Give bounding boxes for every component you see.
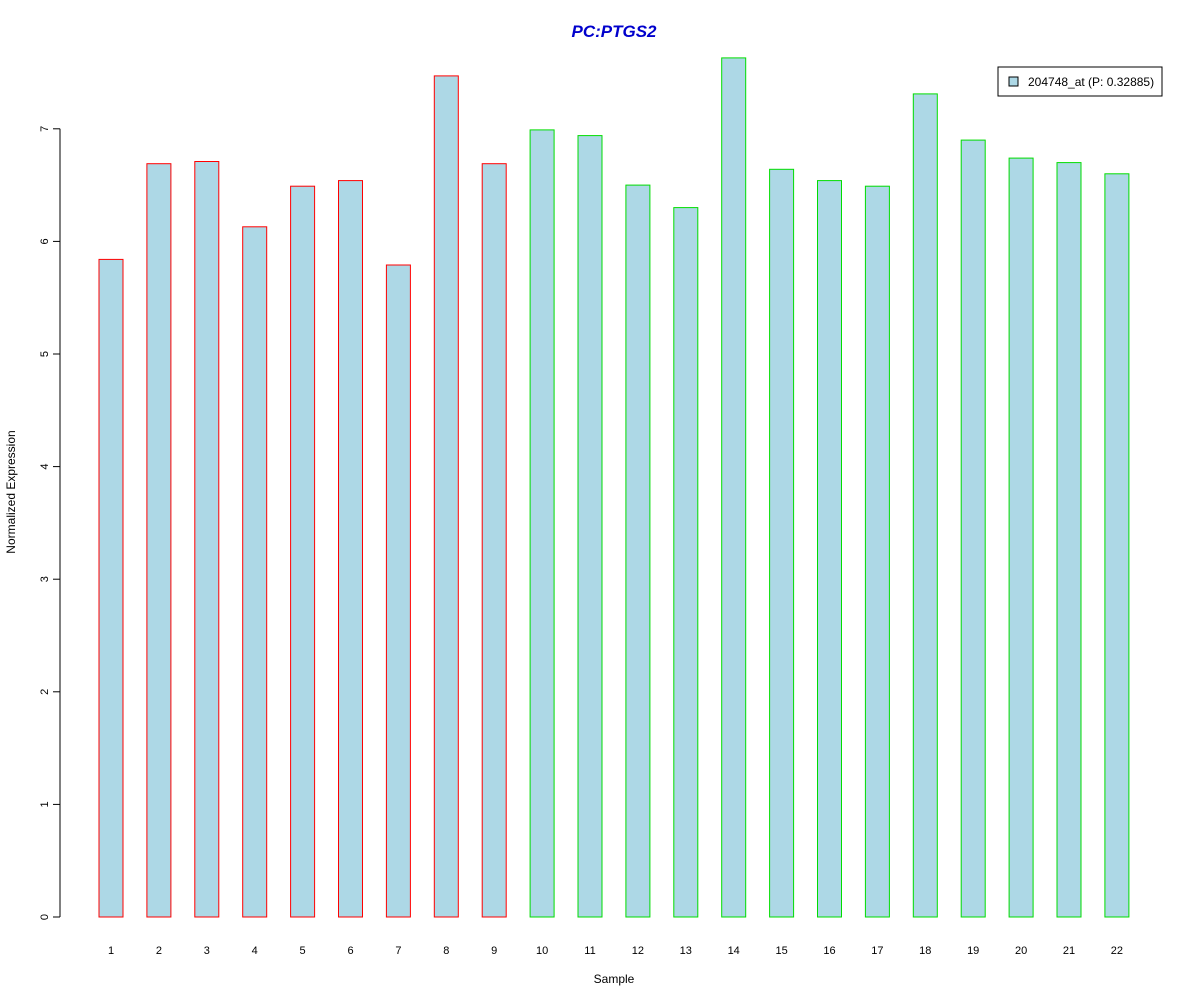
bar-sample-1 — [98, 258, 124, 918]
bar-sample-11 — [577, 135, 603, 918]
x-tick-label: 7 — [395, 945, 401, 957]
x-tick-label: 15 — [775, 945, 787, 957]
y-tick-label: 0 — [39, 914, 51, 920]
legend-box — [997, 66, 1163, 97]
bars-group — [98, 57, 1130, 918]
bar-sample-10 — [529, 129, 555, 918]
bar-sample-21 — [1056, 162, 1082, 918]
bar-sample-3 — [194, 161, 220, 918]
bar-sample-2 — [146, 163, 172, 918]
x-tick-label: 4 — [252, 945, 258, 957]
x-tick-label: 20 — [1015, 945, 1027, 957]
bar-sample-9 — [481, 163, 507, 918]
x-tick-label: 16 — [823, 945, 835, 957]
y-tick-label: 6 — [39, 238, 51, 244]
x-tick-label: 5 — [300, 945, 306, 957]
x-tick-label: 2 — [156, 945, 162, 957]
x-tick-label: 3 — [204, 945, 210, 957]
bar-sample-14 — [721, 57, 747, 918]
bar-sample-13 — [673, 207, 699, 918]
legend-entry-label: 204748_at (P: 0.32885) — [1028, 75, 1154, 89]
x-tick-label: 22 — [1111, 945, 1123, 957]
x-tick-labels: 1 2 3 4 5 6 7 8 9 10 11 12 13 14 15 16 17 18 19 20 21 22 — [108, 945, 1123, 957]
x-tick-label: 18 — [919, 945, 931, 957]
x-tick-label: 8 — [443, 945, 449, 957]
y-tick-label: 4 — [39, 464, 51, 470]
x-tick-label: 6 — [347, 945, 353, 957]
x-tick-label: 10 — [536, 945, 548, 957]
y-tick-label: 5 — [39, 351, 51, 357]
bar-sample-22 — [1104, 173, 1130, 918]
y-axis-label: Normalized Expression — [4, 430, 18, 553]
x-tick-label: 14 — [728, 945, 740, 957]
bar-sample-19 — [960, 139, 986, 918]
bar-sample-8 — [433, 75, 459, 918]
x-tick-label: 21 — [1063, 945, 1075, 957]
bar-sample-17 — [864, 185, 890, 918]
x-tick-label: 13 — [680, 945, 692, 957]
x-axis-label: Sample — [594, 972, 635, 986]
x-tick-label: 11 — [584, 945, 595, 957]
x-tick-label: 1 — [108, 945, 114, 957]
chart-title: PC:PTGS2 — [571, 22, 657, 41]
legend: 204748_at (P: 0.32885) — [997, 66, 1163, 97]
x-tick-label: 9 — [491, 945, 497, 957]
y-tick-label: 2 — [39, 689, 51, 695]
y-tick-label: 3 — [39, 576, 51, 582]
y-axis: 0 1 2 3 4 5 6 7 — [39, 126, 61, 920]
bar-sample-12 — [625, 184, 651, 918]
bar-sample-5 — [290, 185, 316, 918]
bar-sample-4 — [242, 226, 268, 918]
bar-sample-7 — [385, 264, 411, 918]
x-tick-label: 12 — [632, 945, 644, 957]
x-tick-label: 17 — [871, 945, 883, 957]
legend-swatch — [1008, 76, 1019, 87]
bar-sample-6 — [338, 180, 363, 918]
y-tick-label: 7 — [39, 126, 51, 132]
bar-sample-20 — [1008, 157, 1034, 918]
bar-sample-16 — [817, 180, 842, 918]
y-tick-label: 1 — [39, 801, 51, 807]
bar-sample-18 — [912, 93, 938, 918]
bar-sample-15 — [769, 168, 795, 918]
x-tick-label: 19 — [967, 945, 979, 957]
